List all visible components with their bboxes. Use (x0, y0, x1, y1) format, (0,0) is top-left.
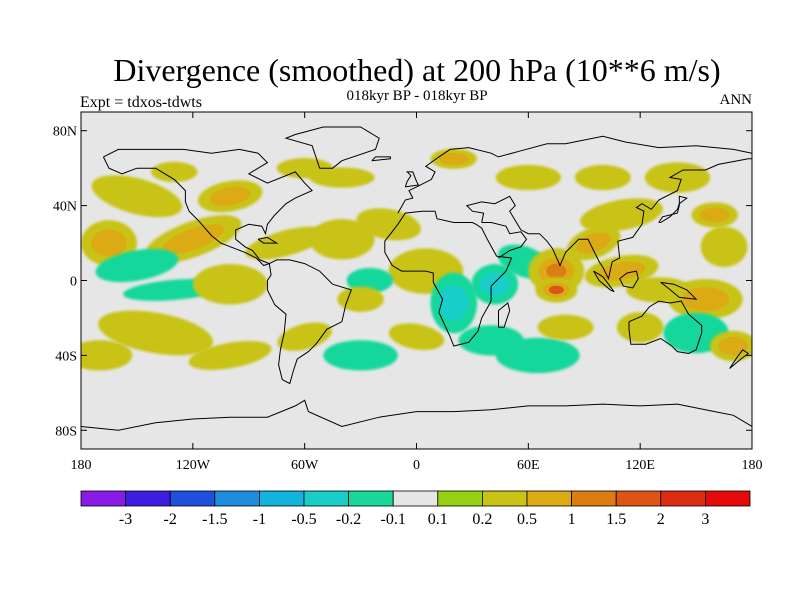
chart-title: Divergence (smoothed) at 200 hPa (10**6 … (113, 52, 721, 88)
lon-tick-label: 120W (176, 458, 211, 473)
colorbar-label: -1.5 (202, 511, 227, 528)
colorbar-label: 0.2 (472, 511, 492, 528)
coastline-path (658, 195, 688, 223)
colorbar-label: 3 (701, 511, 709, 528)
longitude-axis: 180 120W 60W 0 60E 120E 180 (71, 112, 763, 473)
lon-tick-label: 120E (625, 458, 655, 473)
colorbar-swatch (571, 490, 617, 507)
chart-subtitle: 018kyr BP - 018kyr BP (346, 88, 488, 104)
experiment-label: Expt = tdxos-tdwts (80, 94, 202, 111)
coastline-path (481, 222, 528, 259)
colorbar-label: -0.5 (291, 511, 316, 528)
colorbar-swatch (80, 490, 126, 507)
lon-tick-label: 180 (742, 458, 763, 473)
coastline-path (404, 171, 420, 188)
coastline-path (266, 259, 352, 385)
coastline-path (619, 270, 639, 289)
coastline-path (384, 210, 513, 347)
lat-tick-label: 40S (55, 349, 77, 364)
coastlines (81, 126, 752, 431)
colorbar-swatch (214, 490, 260, 507)
coastline-path (628, 300, 703, 355)
colorbar-label: 0.5 (517, 511, 537, 528)
latitude-axis: 80N 40N 0 40S 80S (53, 125, 752, 439)
lon-tick-label: 0 (413, 458, 420, 473)
coastline-path (465, 158, 752, 281)
lat-tick-label: 40N (53, 200, 77, 215)
lon-tick-label: 60W (291, 458, 319, 473)
colorbar-label: 0.1 (428, 511, 448, 528)
colorbar-label: -2 (164, 511, 177, 528)
colorbar-swatch (660, 490, 706, 507)
coastline-path (498, 302, 511, 328)
colorbar-swatch (348, 490, 394, 507)
colorbar-label: -0.1 (381, 511, 406, 528)
coastline-path (102, 148, 313, 267)
colorbar-label: -1 (253, 511, 266, 528)
lat-tick-label: 80S (55, 424, 77, 439)
colorbar-label: 1.5 (606, 511, 626, 528)
colorbar-swatch (169, 490, 216, 507)
coastline-path (284, 126, 380, 169)
colorbar-swatch (303, 490, 349, 507)
colorbar-swatch (705, 490, 751, 507)
colorbar-label: -3 (119, 511, 132, 528)
lat-tick-label: 0 (70, 275, 77, 290)
lat-tick-label: 80N (53, 125, 77, 140)
coastline-path (397, 135, 752, 214)
colorbar-swatch (615, 490, 662, 507)
colorbar-swatch (258, 490, 305, 507)
colorbar-label: 2 (657, 511, 665, 528)
colorbar-swatch (392, 490, 439, 507)
colorbar: -3 -2 -1.5 -1 -0.5 -0.2 -0.1 0.1 0.2 0.5 1 1.5 2 3 (80, 490, 751, 528)
coastline-path (593, 270, 615, 293)
coastline-path (371, 156, 391, 162)
coastline-path (81, 399, 752, 431)
lon-tick-label: 180 (71, 458, 92, 473)
coastline-path (257, 236, 279, 244)
colorbar-swatch (125, 490, 171, 507)
colorbar-swatch (437, 490, 483, 507)
lon-tick-label: 60E (517, 458, 540, 473)
divergence-field (81, 148, 752, 374)
colorbar-swatch (481, 490, 528, 507)
coastline-path (660, 281, 698, 300)
colorbar-label: -0.2 (336, 511, 361, 528)
colorbar-swatch (526, 490, 572, 507)
season-label: ANN (719, 92, 753, 108)
colorbar-label: 1 (568, 511, 576, 528)
coastline-path (729, 349, 750, 369)
